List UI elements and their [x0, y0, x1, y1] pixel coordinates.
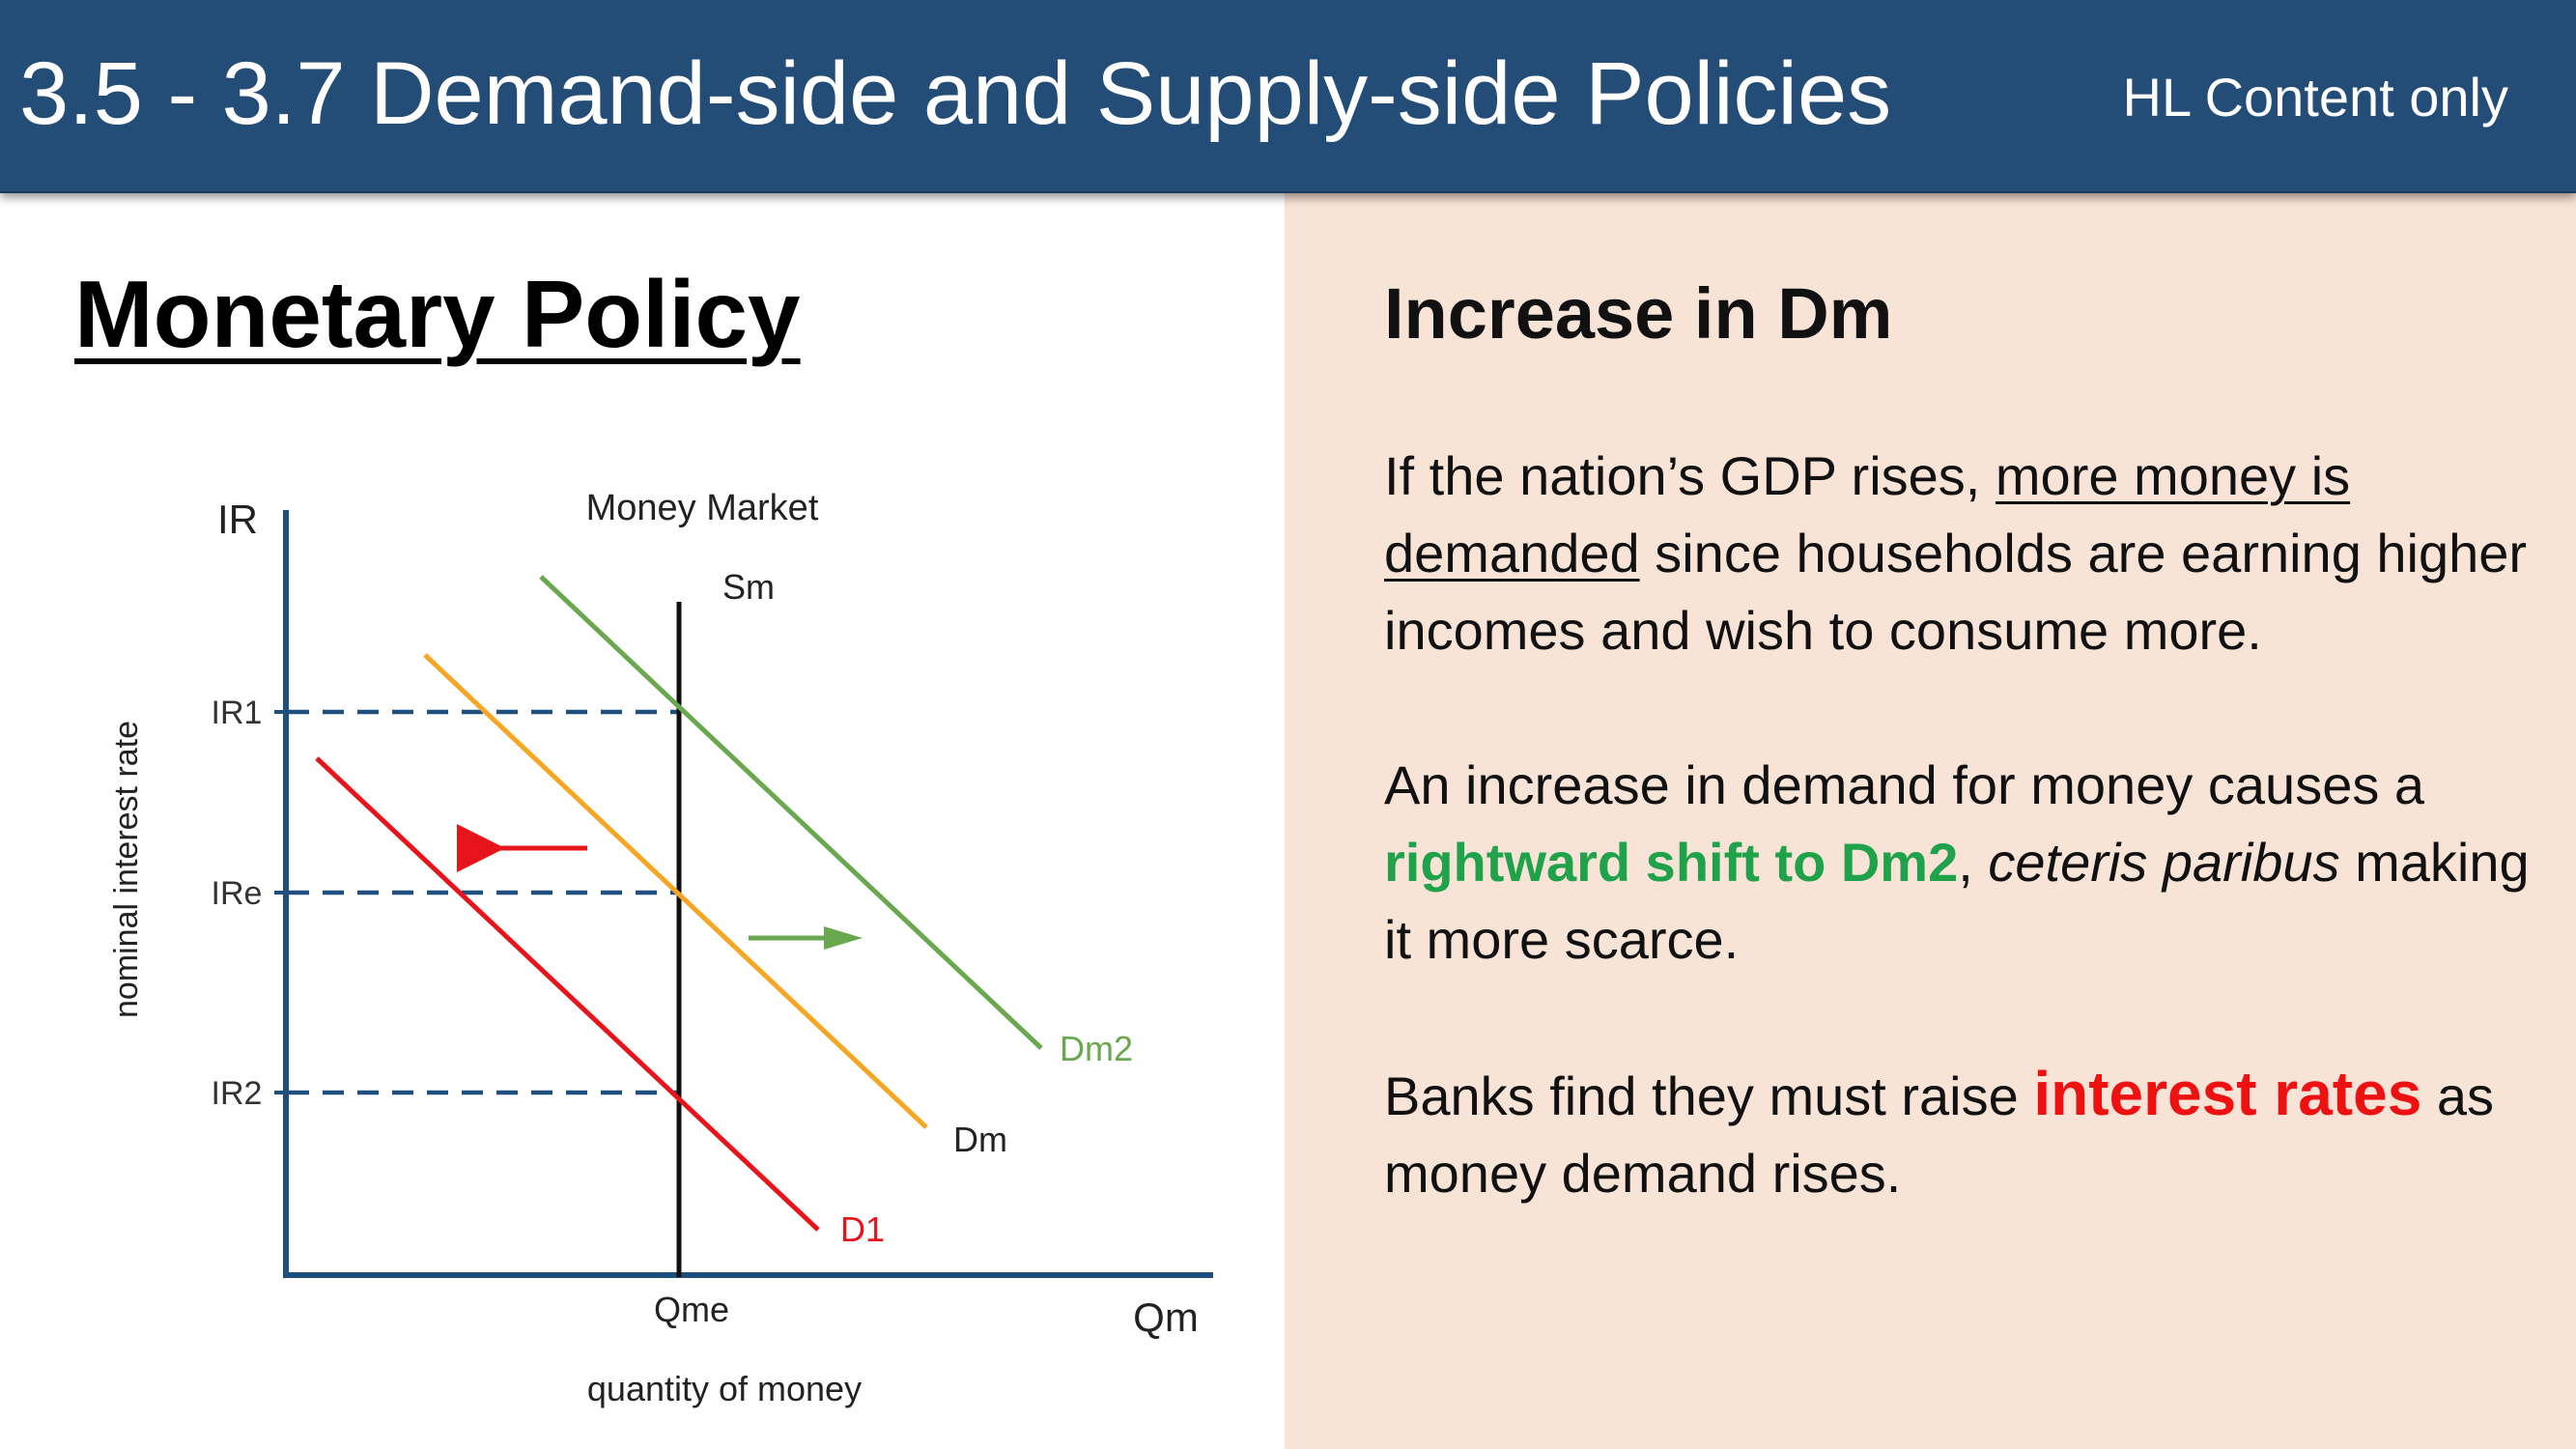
section-title: Monetary Policy	[74, 261, 801, 367]
paragraph-shift: An increase in demand for money causes a…	[1384, 747, 2543, 979]
ir2-label: IR2	[212, 1075, 263, 1112]
y-axis-symbol: IR	[217, 497, 258, 542]
diagram-title: Money Market	[586, 488, 819, 528]
qme-label: Qme	[654, 1290, 729, 1329]
p2-ceteris-paribus: ceteris paribus	[1988, 832, 2340, 893]
p1-text-c: since households are earning higher inco…	[1384, 523, 2528, 661]
dm2-curve	[539, 575, 1043, 1050]
p2-rightward-shift: rightward shift to Dm2	[1384, 832, 1959, 893]
ire-label: IRe	[212, 875, 263, 912]
p3-text-a: Banks find they must raise	[1384, 1065, 2034, 1126]
title-bar: 3.5 - 3.7 Demand-side and Supply-side Po…	[0, 0, 2576, 193]
paragraph-interest: Banks find they must raise interest rate…	[1384, 1055, 2543, 1212]
dm-curve	[423, 653, 928, 1129]
money-market-diagram: Money Market IR Qm nominal interest rate…	[108, 488, 1213, 1408]
p1-text-a: If the nation’s GDP rises,	[1384, 445, 1996, 506]
supply-label: Sm	[722, 567, 775, 607]
y-axis-label: nominal interest rate	[108, 721, 145, 1018]
p2-comma: ,	[1958, 832, 1989, 893]
right-panel	[1285, 193, 2576, 1449]
paragraph-gdp: If the nation’s GDP rises, more money is…	[1384, 438, 2543, 669]
x-axis-label: quantity of money	[587, 1369, 862, 1408]
x-axis-symbol: Qm	[1133, 1294, 1199, 1340]
p1-underlined-text: more money is demanded	[1384, 445, 2351, 583]
p2-text-a: An increase in demand for money causes a	[1384, 754, 2425, 815]
ir1-label: IR1	[212, 695, 263, 731]
right-heading: Increase in Dm	[1384, 273, 1893, 354]
p3-interest-rates: interest rates	[2033, 1059, 2422, 1128]
slide-title: 3.5 - 3.7 Demand-side and Supply-side Po…	[19, 44, 1892, 143]
d1-curve	[315, 756, 820, 1232]
right-shift-arrow-head	[824, 926, 863, 950]
d1-label: D1	[840, 1209, 885, 1249]
p3-text-c: as money demand rises.	[1384, 1065, 2494, 1204]
left-panel	[0, 193, 1285, 1449]
dm-label: Dm	[953, 1120, 1007, 1159]
dm2-label: Dm2	[1060, 1029, 1133, 1068]
hl-content-badge: HL Content only	[2122, 67, 2509, 128]
p2-text-e: making it more scarce.	[1384, 832, 2530, 970]
